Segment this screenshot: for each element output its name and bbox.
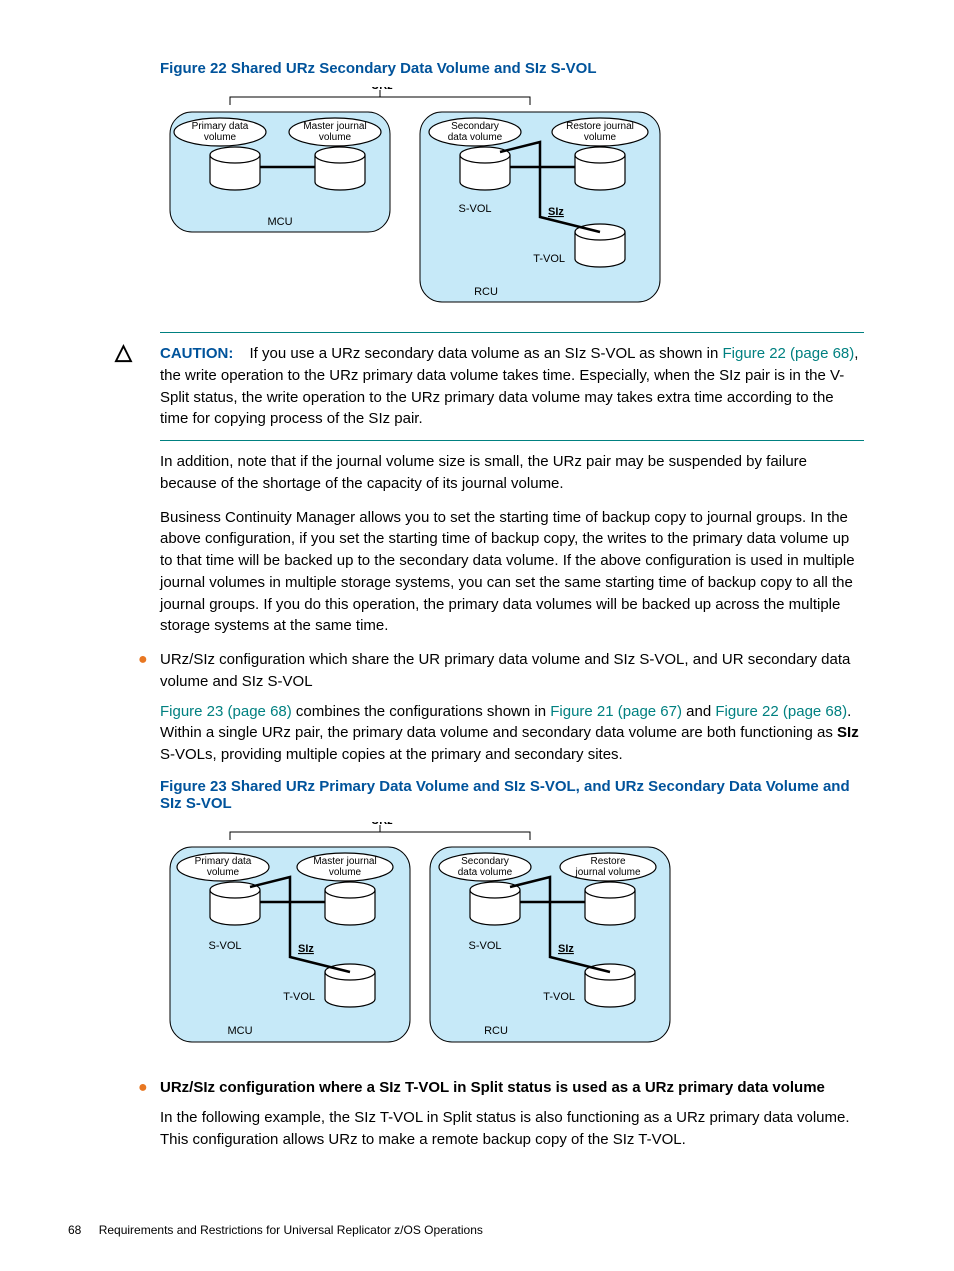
svg-text:Primary data: Primary data: [195, 856, 252, 867]
bullet-dot-icon: ●: [138, 1077, 160, 1099]
caution-text-1: If you use a URz secondary data volume a…: [250, 345, 723, 362]
bullet2-para: In the following example, the SIz T-VOL …: [160, 1107, 864, 1151]
svg-text:data volume: data volume: [458, 867, 513, 878]
svg-text:MCU: MCU: [267, 216, 292, 228]
para-bcm: Business Continuity Manager allows you t…: [160, 507, 864, 638]
svg-text:journal volume: journal volume: [574, 867, 640, 878]
figure23-caption: Figure 23 Shared URz Primary Data Volume…: [160, 778, 864, 812]
svg-text:volume: volume: [584, 132, 617, 143]
svg-text:S-VOL: S-VOL: [208, 940, 241, 952]
svg-text:data volume: data volume: [448, 132, 503, 143]
figure23-diagram: URz Primary data volume Master journal v…: [160, 822, 864, 1057]
svg-text:URz: URz: [371, 822, 393, 827]
svg-text:T-VOL: T-VOL: [533, 253, 565, 265]
svg-text:S-VOL: S-VOL: [468, 940, 501, 952]
svg-text:Restore journal: Restore journal: [566, 121, 634, 132]
figure22-caption: Figure 22 Shared URz Secondary Data Volu…: [160, 60, 864, 77]
caution-block: △ CAUTION: If you use a URz secondary da…: [160, 332, 864, 441]
bullet1-end: S-VOLs, providing multiple copies at the…: [160, 746, 623, 763]
page-footer: 68 Requirements and Restrictions for Uni…: [68, 1223, 483, 1237]
caution-icon: △: [115, 339, 132, 365]
svg-text:SIz: SIz: [298, 943, 314, 955]
svg-text:URz: URz: [371, 87, 393, 92]
svg-text:S-VOL: S-VOL: [458, 203, 491, 215]
link-fig22-b[interactable]: Figure 22 (page 68): [715, 703, 847, 720]
svg-text:SIz: SIz: [558, 943, 574, 955]
bullet-urz-siz-share: ● URz/SIz configuration which share the …: [138, 649, 864, 693]
link-fig23[interactable]: Figure 23 (page 68): [160, 703, 292, 720]
bullet-tvol-split: ● URz/SIz configuration where a SIz T-VO…: [138, 1077, 864, 1099]
svg-text:SIz: SIz: [548, 206, 564, 218]
figure22-diagram: URz Primary data volume Master journal v…: [160, 87, 864, 312]
svg-text:volume: volume: [207, 867, 240, 878]
bullet2-heading: URz/SIz configuration where a SIz T-VOL …: [160, 1077, 825, 1099]
bullet1-bold: SIz: [837, 724, 859, 741]
svg-text:RCU: RCU: [474, 286, 498, 298]
bullet1-text: URz/SIz configuration which share the UR…: [160, 651, 850, 690]
para-journal-size: In addition, note that if the journal vo…: [160, 451, 864, 495]
caution-label: CAUTION:: [160, 345, 233, 362]
svg-text:volume: volume: [319, 132, 352, 143]
svg-text:Secondary: Secondary: [461, 856, 509, 867]
page-number: 68: [68, 1223, 81, 1237]
bullet1-mid1: combines the configurations shown in: [292, 703, 550, 720]
svg-text:T-VOL: T-VOL: [543, 991, 575, 1003]
svg-text:RCU: RCU: [484, 1025, 508, 1037]
svg-text:T-VOL: T-VOL: [283, 991, 315, 1003]
svg-text:MCU: MCU: [227, 1025, 252, 1037]
bullet1-mid2: and: [682, 703, 715, 720]
bullet-dot-icon: ●: [138, 649, 160, 693]
link-fig21[interactable]: Figure 21 (page 67): [550, 703, 682, 720]
svg-text:Restore: Restore: [590, 856, 625, 867]
svg-text:Master journal: Master journal: [303, 121, 366, 132]
svg-text:Master journal: Master journal: [313, 856, 376, 867]
footer-title: Requirements and Restrictions for Univer…: [99, 1223, 483, 1237]
svg-text:volume: volume: [329, 867, 362, 878]
svg-text:Primary data: Primary data: [192, 121, 249, 132]
caution-link-fig22[interactable]: Figure 22 (page 68): [723, 345, 855, 362]
svg-text:volume: volume: [204, 132, 237, 143]
svg-text:Secondary: Secondary: [451, 121, 499, 132]
